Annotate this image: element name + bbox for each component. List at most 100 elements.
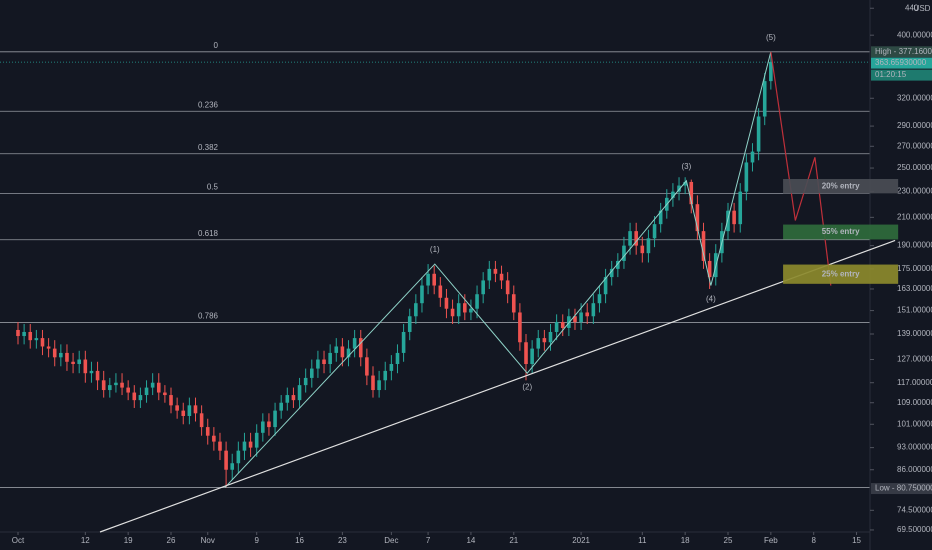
- candle-body: [126, 387, 130, 393]
- candle-body: [267, 421, 271, 428]
- candle-body: [652, 224, 657, 239]
- candle-body: [450, 308, 455, 317]
- candle-body: [407, 316, 412, 332]
- y-tick-label: 101.00000000: [897, 419, 932, 428]
- candle-body: [383, 370, 388, 381]
- candle-body: [89, 370, 94, 374]
- candle-body: [114, 382, 118, 386]
- candle-body: [463, 303, 467, 313]
- candle-body: [511, 294, 516, 313]
- y-tick-label: 163.00000000: [897, 284, 932, 293]
- candle-body: [622, 245, 626, 261]
- last-price-label-box: [871, 57, 932, 69]
- candle-body: [352, 338, 357, 349]
- y-tick-label: 440: [905, 3, 919, 12]
- candle-body: [101, 380, 106, 391]
- candle-body: [377, 380, 381, 391]
- candle-body: [707, 260, 712, 278]
- y-tick-label: 69.50000000: [897, 525, 932, 534]
- candle-body: [603, 277, 608, 295]
- y-tick-label: 290.00000000: [897, 121, 932, 130]
- candle-body: [756, 116, 761, 152]
- candle-body: [34, 338, 39, 341]
- fib-label: 0: [214, 41, 219, 50]
- y-tick-label: 190.00000000: [897, 241, 932, 250]
- y-tick-label: 86.00000000: [897, 465, 932, 474]
- x-tick-label: 11: [638, 536, 647, 545]
- x-tick-label: Oct: [12, 536, 25, 545]
- x-tick-label: 9: [254, 536, 259, 545]
- candle-body: [481, 280, 485, 295]
- candle-body: [683, 181, 687, 186]
- candle-body: [291, 395, 296, 401]
- x-tick-label: 8: [811, 536, 816, 545]
- candle-body: [732, 210, 736, 225]
- candle-body: [689, 181, 694, 205]
- fib-label: 0.236: [198, 100, 219, 109]
- candle-body: [769, 61, 773, 82]
- high-label: High - 377.16000000: [875, 47, 932, 56]
- candle-body: [59, 352, 63, 358]
- candle-body: [236, 450, 241, 464]
- candle-body: [77, 359, 82, 365]
- candle-body: [609, 268, 614, 278]
- candle-body: [340, 346, 345, 358]
- candle-body: [389, 364, 394, 371]
- countdown: 01:20:15: [875, 70, 907, 79]
- y-tick-label: 230.00000000: [897, 187, 932, 196]
- candle-body: [156, 382, 161, 393]
- x-tick-label: 19: [124, 536, 133, 545]
- x-tick-label: 21: [509, 536, 518, 545]
- candle-body: [560, 322, 565, 328]
- candle-body: [738, 191, 743, 225]
- candle-body: [303, 377, 308, 386]
- low-label: Low - 80.75000000: [875, 484, 932, 493]
- candle-body: [750, 151, 755, 163]
- candle-body: [597, 294, 602, 304]
- candle-body: [285, 395, 290, 403]
- y-tick-label: 250.00000000: [897, 163, 932, 172]
- candle-body: [297, 385, 302, 401]
- candle-body: [108, 385, 112, 391]
- y-tick-label: 93.00000000: [897, 443, 932, 452]
- y-tick-label: 320.00000000: [897, 93, 932, 102]
- candle-body: [328, 352, 332, 365]
- candle-body: [401, 331, 406, 353]
- candle-body: [181, 410, 186, 417]
- x-tick-label: 15: [852, 536, 861, 545]
- candle-body: [248, 441, 253, 448]
- candle-body: [499, 273, 504, 281]
- candle-body: [456, 303, 461, 317]
- entry-label: 55% entry: [822, 227, 860, 236]
- candle-body: [40, 338, 45, 347]
- candle-body: [493, 268, 498, 274]
- candle-body: [322, 359, 326, 365]
- candle-body: [646, 238, 651, 254]
- candle-body: [438, 285, 443, 298]
- candle-body: [671, 191, 675, 198]
- candle-body: [365, 357, 369, 376]
- candle-body: [726, 210, 730, 232]
- candle-body: [22, 331, 26, 337]
- candle-body: [316, 359, 320, 369]
- entry-label: 20% entry: [822, 181, 860, 190]
- candle-body: [530, 348, 534, 365]
- candle-body: [71, 361, 75, 365]
- candle-body: [695, 204, 700, 232]
- candle-body: [120, 382, 124, 388]
- candle-body: [65, 352, 69, 362]
- candle-body: [175, 405, 179, 411]
- candle-body: [163, 392, 167, 396]
- candle-body: [218, 441, 222, 451]
- x-tick-label: 23: [338, 536, 347, 545]
- candle-body: [193, 405, 198, 414]
- candle-body: [95, 370, 100, 381]
- x-tick-label: 26: [167, 536, 176, 545]
- candle-body: [224, 450, 228, 470]
- candle-body: [701, 231, 706, 261]
- candle-body: [83, 359, 88, 374]
- candle-body: [432, 273, 437, 286]
- wave-line: [224, 51, 772, 488]
- entry-label: 25% entry: [822, 269, 860, 278]
- candle-body: [414, 303, 418, 317]
